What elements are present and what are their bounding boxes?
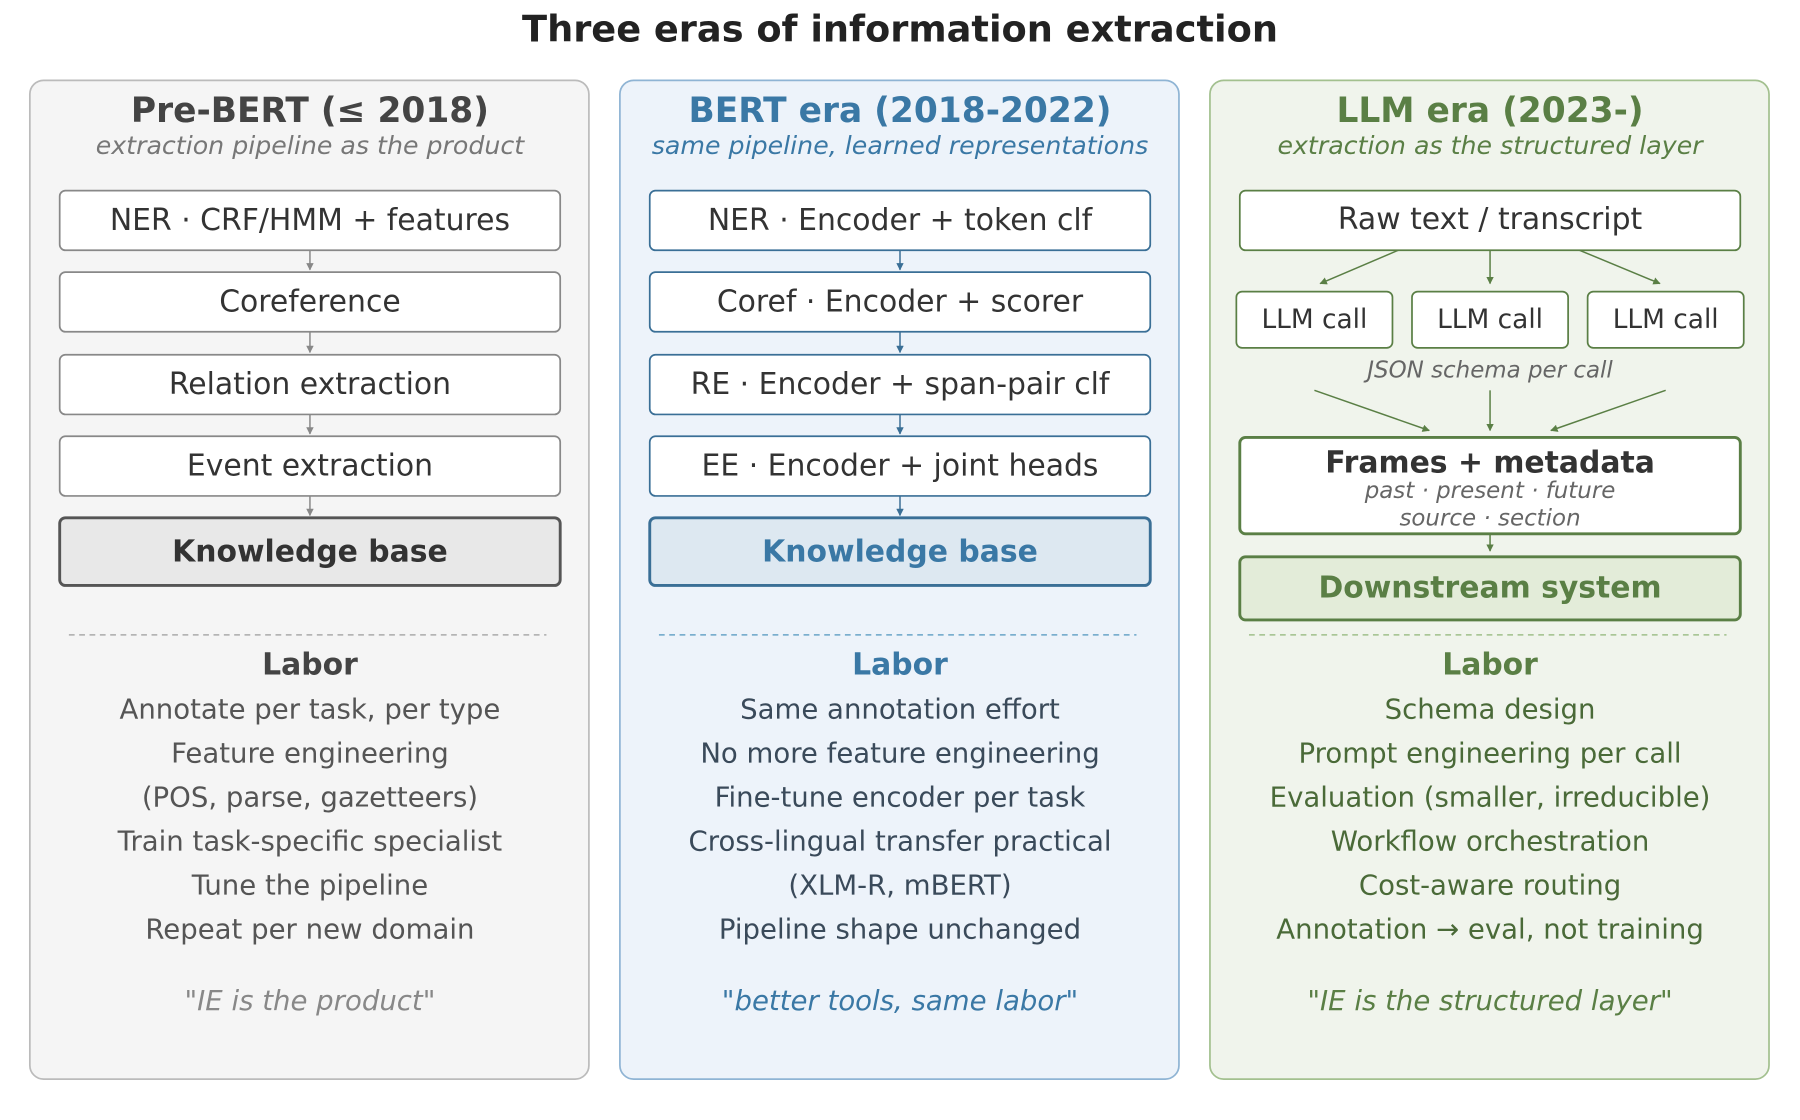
labor-item: Schema design <box>1385 694 1596 726</box>
arrow <box>1319 249 1399 285</box>
frames-title: Frames + metadata <box>1325 445 1655 480</box>
output-box <box>1238 555 1742 622</box>
quote: "IE is the product" <box>184 985 435 1017</box>
title: Three eras of information extraction <box>522 8 1278 51</box>
labor-heading: Labor <box>852 647 948 682</box>
labor-item: Workflow orchestration <box>1331 826 1649 858</box>
frames-line: source · section <box>1399 505 1580 531</box>
call-note: JSON schema per call <box>1363 357 1613 383</box>
pipeline-label: Relation extraction <box>169 367 451 402</box>
quote: "better tools, same labor" <box>722 985 1078 1017</box>
pipeline-label: NER · Encoder + token clf <box>708 203 1094 238</box>
llm-call-label: LLM call <box>1261 304 1367 335</box>
pipeline-label: Knowledge base <box>762 534 1038 569</box>
panel-subtitle: extraction pipeline as the product <box>96 131 526 160</box>
llm-call-label: LLM call <box>1613 304 1719 335</box>
pipeline-label: Knowledge base <box>172 534 448 569</box>
panel-title: BERT era (2018-2022) <box>688 91 1111 131</box>
llm-call-label: LLM call <box>1437 304 1543 335</box>
labor-heading: Labor <box>262 647 358 682</box>
panel-subtitle: same pipeline, learned representations <box>652 131 1148 160</box>
labor-item: Pipeline shape unchanged <box>719 913 1081 945</box>
output-label: Downstream system <box>1318 570 1661 605</box>
arrow <box>1314 389 1430 432</box>
llm-call-box <box>1586 290 1745 349</box>
arrow <box>1550 389 1666 432</box>
llm-call-box <box>1235 290 1394 349</box>
labor-item: Evaluation (smaller, irreducible) <box>1270 782 1711 814</box>
llm-call-box <box>1411 290 1569 349</box>
labor-item: Tune the pipeline <box>191 869 429 901</box>
source-label: Raw text / transcript <box>1338 202 1642 237</box>
labor-item: No more feature engineering <box>700 738 1099 770</box>
labor-item: Cross-lingual transfer practical <box>689 826 1112 858</box>
labor-item: (XLM-R, mBERT) <box>788 869 1011 901</box>
panel-title: LLM era (2023-) <box>1336 91 1643 131</box>
pipeline-box <box>58 516 562 587</box>
pipeline-label: Coref · Encoder + scorer <box>717 285 1084 320</box>
panel-title: Pre-BERT (≤ 2018) <box>131 91 489 131</box>
labor-item: Annotate per task, per type <box>120 694 501 726</box>
labor-item: Fine-tune encoder per task <box>715 782 1086 814</box>
quote: "IE is the structured layer" <box>1307 985 1672 1017</box>
pipeline-label: Event extraction <box>187 449 433 484</box>
pipeline-box <box>648 516 1152 587</box>
frames-line: past · present · future <box>1364 478 1616 504</box>
labor-item: Feature engineering <box>171 738 449 770</box>
labor-item: Repeat per new domain <box>145 913 474 945</box>
panel-subtitle: extraction as the structured layer <box>1277 131 1704 160</box>
pipeline-label: EE · Encoder + joint heads <box>702 449 1099 484</box>
labor-item: Train task-specific specialist <box>117 826 503 858</box>
pipeline-label: RE · Encoder + span-pair clf <box>691 367 1111 402</box>
arrow <box>1579 249 1661 285</box>
labor-heading: Labor <box>1442 647 1538 682</box>
labor-item: (POS, parse, gazetteers) <box>142 782 478 814</box>
labor-item: Cost-aware routing <box>1359 869 1621 901</box>
pipeline-label: NER · CRF/HMM + features <box>110 203 510 238</box>
labor-item: Prompt engineering per call <box>1299 738 1682 770</box>
pipeline-label: Coreference <box>219 285 401 320</box>
labor-item: Annotation → eval, not training <box>1276 913 1704 945</box>
labor-item: Same annotation effort <box>740 694 1060 726</box>
